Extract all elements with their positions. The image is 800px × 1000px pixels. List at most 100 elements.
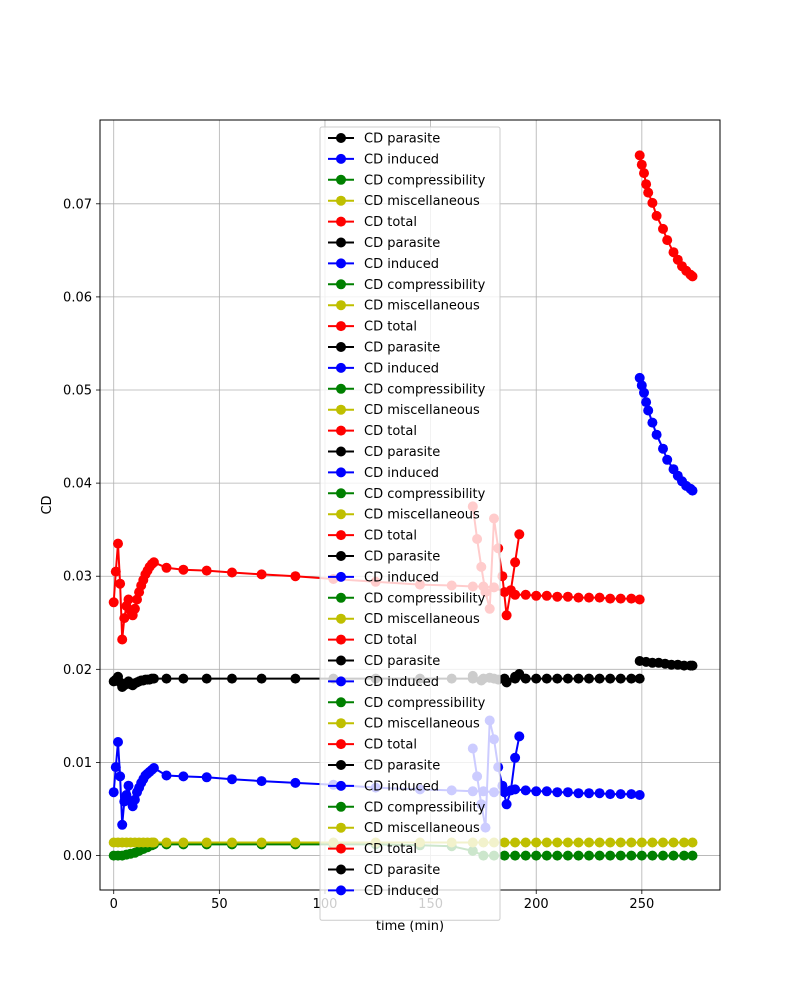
data-point: [668, 247, 679, 258]
legend-marker: [336, 801, 346, 812]
legend-label: CD total: [364, 424, 417, 439]
data-point: [505, 785, 516, 796]
y-tick-label: 0.06: [63, 290, 92, 305]
data-point: [687, 837, 698, 848]
legend-entry: CD compressibility: [328, 173, 486, 188]
data-point: [605, 673, 616, 684]
data-point: [113, 538, 123, 549]
data-point: [161, 770, 172, 781]
data-point: [201, 673, 212, 684]
data-point: [647, 850, 658, 861]
data-point: [562, 673, 573, 684]
legend-marker: [336, 133, 346, 143]
data-point: [541, 590, 552, 601]
data-point: [110, 566, 121, 577]
x-tick-label: 0: [110, 897, 118, 912]
y-tick-label: 0.02: [63, 663, 92, 678]
data-point: [594, 837, 605, 848]
data-point: [510, 837, 521, 848]
data-point: [626, 789, 637, 800]
data-point: [505, 585, 516, 596]
data-point: [531, 786, 542, 797]
x-tick-label: 50: [211, 897, 228, 912]
data-point: [594, 673, 605, 684]
data-point: [161, 673, 172, 684]
data-point: [687, 850, 698, 861]
data-point: [290, 777, 301, 788]
data-point: [201, 837, 212, 848]
data-point: [687, 485, 698, 496]
data-point: [615, 593, 626, 604]
legend-entry: CD compressibility: [328, 487, 486, 502]
data-point: [514, 731, 525, 742]
data-point: [510, 752, 521, 763]
y-axis-label: CD: [40, 495, 55, 514]
data-point: [626, 673, 637, 684]
data-point: [634, 790, 645, 800]
data-point: [552, 673, 563, 684]
legend-entry: CD induced: [328, 675, 439, 690]
legend-marker: [336, 216, 346, 227]
data-point: [161, 562, 172, 573]
legend-entry: CD miscellaneous: [328, 612, 480, 627]
legend-label: CD induced: [364, 675, 439, 690]
legend-label: CD miscellaneous: [364, 717, 480, 732]
legend-marker: [336, 279, 346, 290]
data-point: [531, 590, 542, 601]
legend-entry: CD total: [328, 215, 417, 230]
legend-label: CD total: [364, 215, 417, 230]
data-point: [129, 794, 140, 805]
legend-entry: CD parasite: [328, 236, 440, 251]
data-point: [290, 673, 301, 684]
data-point: [647, 837, 658, 848]
data-point: [108, 597, 119, 608]
legend-entry: CD compressibility: [328, 382, 486, 397]
legend-marker: [336, 613, 346, 624]
legend-marker: [336, 571, 346, 582]
data-point: [679, 837, 690, 848]
legend-entry: CD induced: [328, 152, 439, 167]
legend-marker: [336, 362, 346, 373]
data-point: [115, 771, 126, 782]
legend-marker: [336, 634, 346, 645]
legend-entry: CD compressibility: [328, 278, 486, 293]
data-point: [501, 677, 512, 688]
legend-marker: [336, 342, 346, 352]
legend-label: CD compressibility: [364, 487, 486, 502]
data-point: [594, 788, 605, 799]
series-0: [108, 538, 645, 645]
data-point: [552, 591, 563, 602]
legend-entry: CD total: [328, 738, 417, 753]
legend-marker: [336, 780, 346, 791]
data-point: [615, 673, 626, 684]
data-point: [615, 850, 626, 861]
data-point: [113, 737, 123, 747]
data-point: [584, 850, 594, 861]
data-point: [636, 850, 647, 861]
data-point: [636, 159, 647, 170]
data-point: [687, 660, 698, 671]
data-point: [201, 565, 212, 576]
data-point: [573, 850, 584, 861]
y-tick-label: 0.00: [63, 849, 92, 864]
data-point: [531, 850, 542, 861]
legend-label: CD miscellaneous: [364, 508, 480, 523]
data-point: [531, 673, 542, 684]
data-point: [615, 789, 626, 800]
legend-marker: [336, 592, 346, 603]
legend-entry: CD induced: [328, 570, 439, 585]
data-point: [634, 150, 645, 161]
series-2: [634, 150, 698, 282]
data-point: [201, 772, 212, 783]
data-point: [123, 780, 134, 791]
legend-label: CD induced: [364, 361, 439, 376]
legend-label: CD induced: [364, 466, 439, 481]
legend-entry: CD parasite: [328, 863, 440, 878]
x-tick-label: 200: [524, 897, 549, 912]
data-point: [541, 837, 552, 848]
legend-label: CD induced: [364, 152, 439, 167]
data-point: [108, 787, 119, 798]
data-point: [520, 850, 531, 861]
legend-entry: CD parasite: [328, 445, 440, 460]
